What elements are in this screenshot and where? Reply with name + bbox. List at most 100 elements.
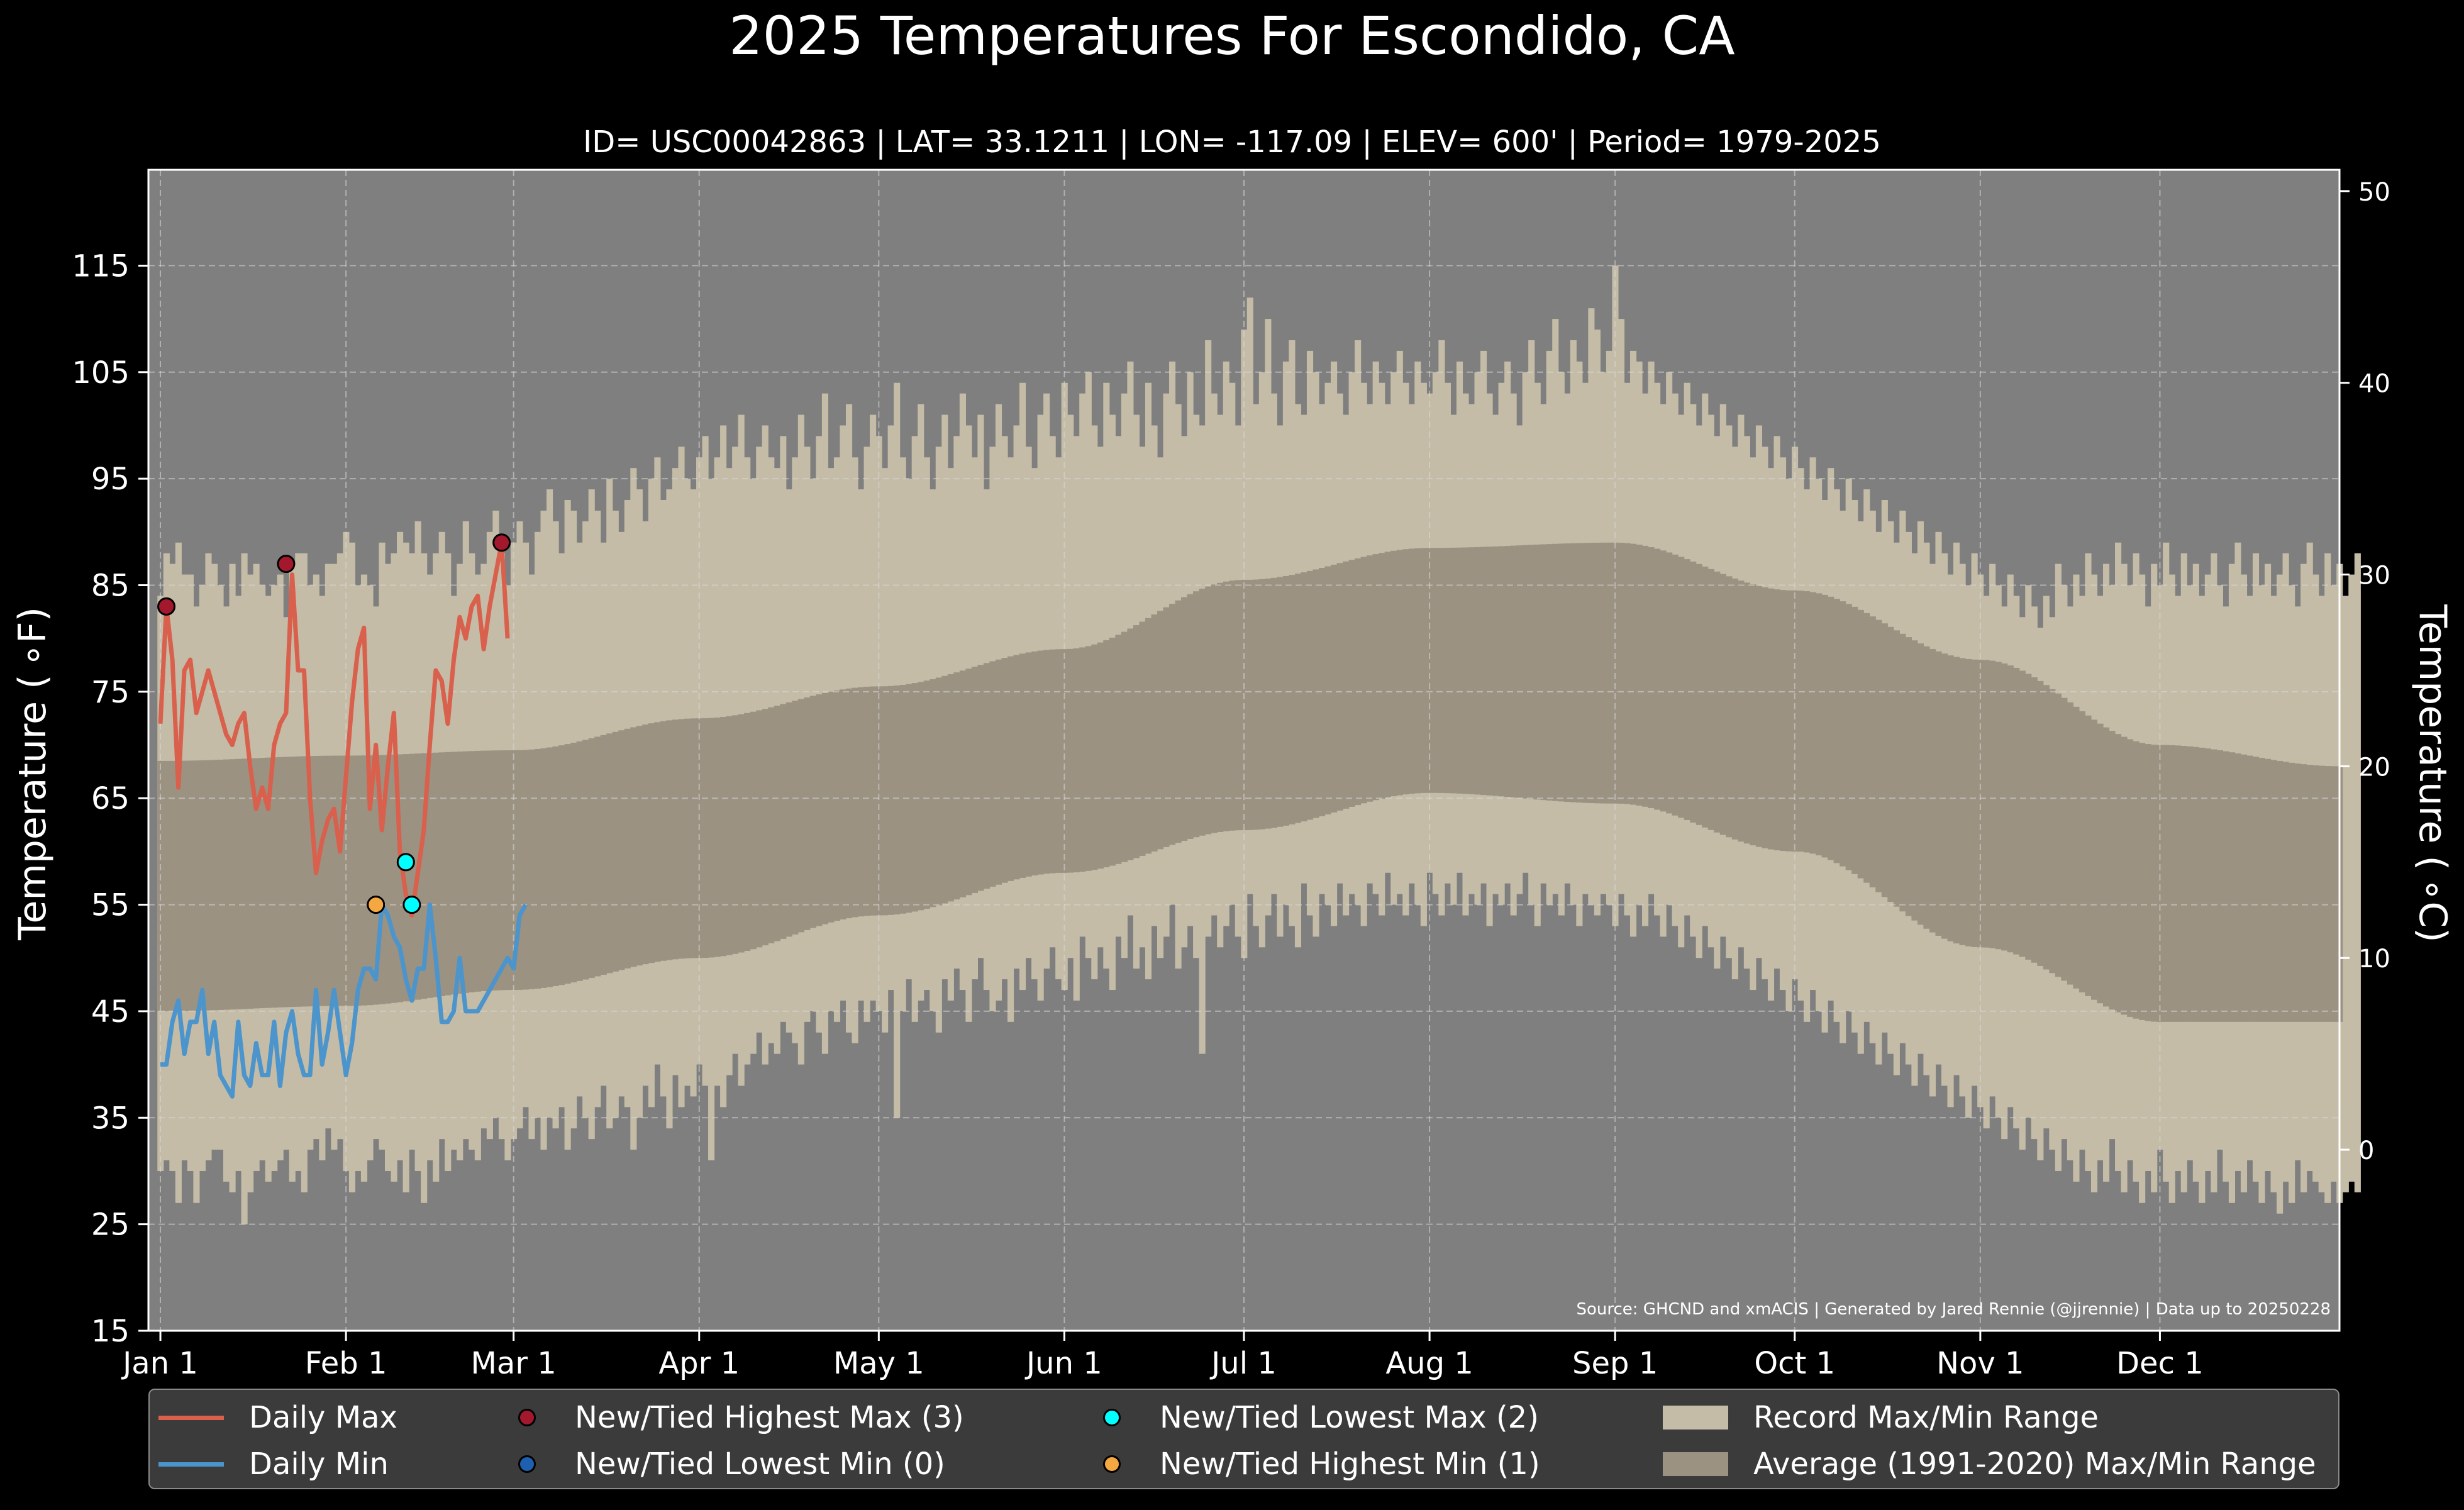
normal-range-bar [474, 750, 481, 992]
legend-dot-swatch [518, 1409, 536, 1426]
normal-range-bar [1875, 619, 1882, 892]
normal-range-bar [1540, 544, 1547, 801]
normal-range-bar [894, 686, 901, 914]
normal-range-bar [983, 663, 991, 889]
normal-range-bar [1648, 547, 1655, 808]
normal-range-bar [2270, 760, 2277, 1022]
normal-range-bar [163, 760, 170, 1011]
legend-patch-swatch [1663, 1406, 1728, 1430]
normal-range-bar [995, 659, 1002, 885]
normal-range-bar [2078, 711, 2086, 992]
normal-range-bar [618, 730, 625, 970]
normal-range-bar [1121, 631, 1128, 862]
normal-range-bar [2097, 723, 2104, 1004]
normal-range-bar [1941, 653, 1948, 939]
normal-range-bar [1181, 597, 1188, 841]
normal-range-bar [678, 719, 685, 959]
normal-range-bar [1570, 543, 1577, 802]
normal-range-bar [504, 750, 511, 991]
normal-range-bar [2049, 689, 2056, 974]
normal-range-bar [367, 755, 374, 1006]
normal-range-bar [1767, 588, 1775, 850]
normal-range-bar [1498, 546, 1505, 797]
y-axis-label-right: Temperature ( ∘C) [2411, 604, 2455, 942]
normal-range-bar [1187, 594, 1194, 839]
normal-range-bar [1642, 545, 1649, 807]
record-low-max-marker [396, 853, 415, 872]
normal-range-bar [624, 728, 631, 969]
record-range-bar [2342, 596, 2349, 1192]
axis-ticks: 15 25 35 45 55 65 75 85 95 105 115 0 10 20 30 40 50 Jan 1… [72, 178, 2390, 1381]
normal-range-bar [899, 684, 906, 914]
legend-label: New/Tied Highest Max (3) [575, 1400, 964, 1435]
normal-range-bar [1343, 561, 1350, 809]
normal-range-bar [576, 741, 583, 981]
normal-range-bar [2312, 765, 2319, 1022]
normal-range-bar [840, 689, 846, 919]
normal-range-bar [1019, 653, 1026, 878]
legend-label: New/Tied Lowest Max (2) [1160, 1400, 1539, 1435]
normal-range-bar [660, 721, 667, 961]
legend-dot-swatch [1103, 1455, 1121, 1473]
normal-range-bar [1312, 569, 1319, 818]
normal-range-bar [552, 746, 559, 986]
record-markers [157, 533, 511, 914]
normal-range-bar [1857, 609, 1864, 879]
normal-range-bar [1462, 547, 1469, 794]
normal-range-bar [1702, 566, 1709, 828]
normal-range-bar [486, 750, 493, 991]
normal-range-bar [516, 750, 523, 990]
normal-range-bar [804, 697, 811, 930]
normal-range-bar [2013, 667, 2020, 955]
normal-range-bar [858, 687, 865, 917]
normal-range-bar [2139, 743, 2146, 1020]
record-high-max-marker [277, 555, 296, 574]
normal-range-bar [217, 759, 224, 1010]
normal-range-bar [642, 724, 649, 965]
normal-range-bar [1821, 594, 1828, 858]
normal-range-bar [241, 758, 248, 1009]
normal-range-bar [714, 717, 721, 957]
normal-range-bar [1025, 652, 1032, 877]
y-tick-label: 75 [91, 675, 130, 710]
normal-range-bar [1246, 579, 1253, 830]
normal-range-bar [1175, 600, 1182, 843]
normal-range-bar [1360, 557, 1367, 804]
normal-range-bar [1576, 543, 1583, 803]
normal-range-bar [606, 733, 613, 974]
normal-range-bar [1977, 660, 1984, 948]
normal-range-bar [1707, 569, 1714, 830]
normal-range-bar [672, 719, 679, 960]
normal-range-bar [1618, 542, 1625, 804]
normal-range-bar [2145, 744, 2151, 1021]
legend-item: Average (1991-2020) Max/Min Range [1663, 1441, 2316, 1487]
normal-range-bar [582, 740, 589, 980]
normal-range-bar [1588, 543, 1595, 803]
normal-range-bar [684, 718, 691, 958]
normal-range-bar [193, 760, 200, 1011]
normal-range-bar [1726, 576, 1733, 838]
normal-range-bar [768, 707, 775, 943]
normal-range-bar [1695, 563, 1702, 825]
normal-range-bar [564, 744, 571, 984]
normal-range-bar [887, 686, 894, 915]
normal-range-bar [1773, 589, 1780, 851]
normal-range-bar [1169, 604, 1176, 845]
y-tick-label: 105 [72, 355, 130, 391]
normal-range-bar [2282, 762, 2289, 1022]
normal-range-bar [1115, 635, 1122, 864]
normal-range-bar [1522, 545, 1529, 799]
legend-dot-swatch [1103, 1409, 1121, 1426]
legend-label: Daily Max [249, 1400, 397, 1435]
normal-range-bar [1785, 590, 1792, 852]
normal-range-bar [1869, 616, 1876, 887]
normal-range-bar [648, 723, 655, 963]
normal-range-bar [2055, 693, 2062, 977]
normal-range-bar [1624, 543, 1631, 804]
x-tick-label: May 1 [833, 1346, 924, 1381]
normal-range-bar [971, 667, 978, 893]
normal-range-bar [1678, 557, 1685, 818]
normal-range-bar [2025, 674, 2032, 960]
normal-range-bar [1301, 572, 1307, 822]
y-tick-label: 45 [91, 994, 130, 1030]
